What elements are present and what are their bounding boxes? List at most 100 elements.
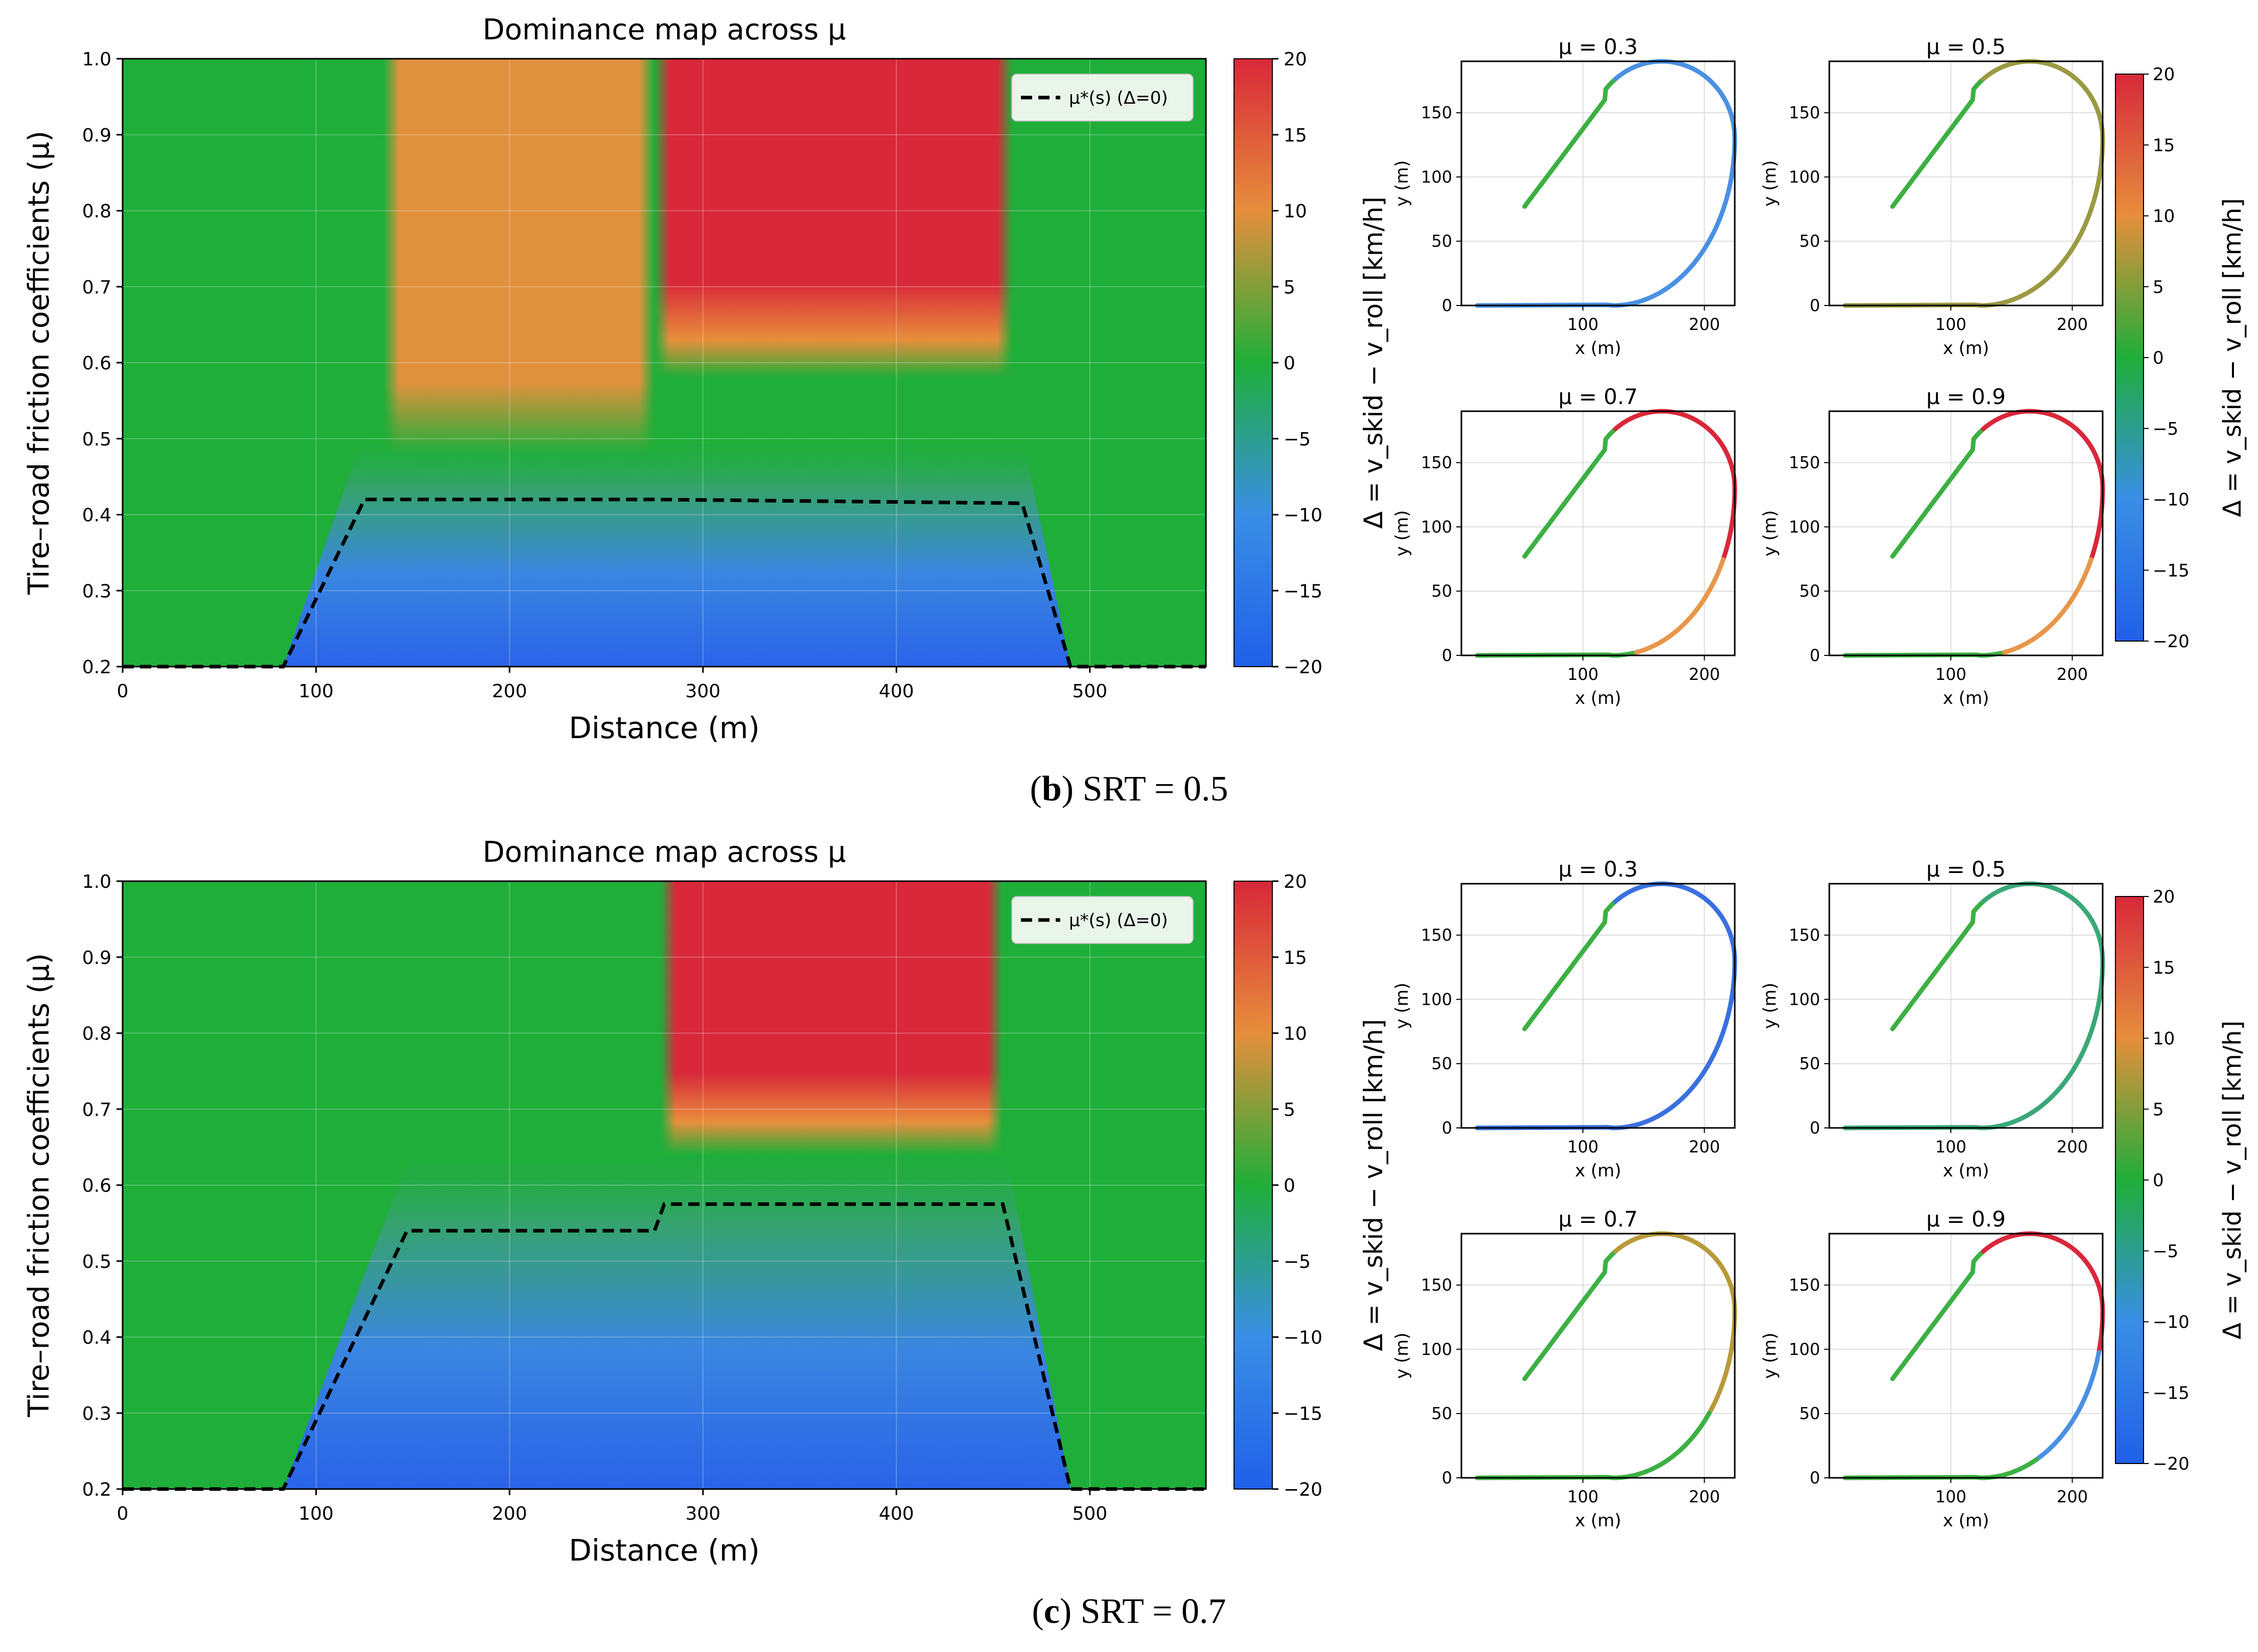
x-tick-label: 200 bbox=[492, 681, 527, 702]
colorbar-tick-label: 5 bbox=[1284, 1099, 1295, 1120]
caption-b: (b) SRT = 0.5 bbox=[1030, 769, 1228, 809]
x-tick-label: 100 bbox=[1567, 1137, 1598, 1157]
trajectory-segment bbox=[1522, 899, 1618, 1031]
trajectory-colorbar-group: 20 15 10 5 0 −5 −10 −15 −20 Δ = v_skid − v_roll [… bbox=[2115, 64, 2247, 652]
y-tick-label: 150 bbox=[1789, 103, 1820, 123]
x-tick-label: 100 bbox=[1935, 665, 1966, 684]
trajectory-colorbar-group: 20 15 10 5 0 −5 −10 −15 −20 Δ = v_skid − v_roll [… bbox=[2115, 887, 2247, 1474]
x-tick-label: 100 bbox=[1567, 1487, 1598, 1506]
y-axis-label: y (m) bbox=[1760, 1333, 1780, 1379]
subplot-background bbox=[1461, 61, 1735, 305]
y-tick-label: 0.4 bbox=[82, 1328, 111, 1349]
trajectory-subplot: 100 200 0 50 100 150 μ = 0.9 x (m) y (m) bbox=[1760, 1207, 2105, 1531]
x-tick-label: 300 bbox=[685, 1503, 720, 1524]
heatmap-b: 0 100 200 300 400 5000.20.30.40.50.60.70.80.9… bbox=[22, 13, 1388, 745]
y-tick-label: 150 bbox=[1421, 1276, 1452, 1295]
region-edge-fade bbox=[987, 881, 1003, 1155]
colorbar-tick-label: −10 bbox=[1284, 1328, 1322, 1349]
x-tick-label: 200 bbox=[1689, 1137, 1720, 1157]
threshold-curve bbox=[123, 1202, 1206, 1491]
colorbar-tick-label: −15 bbox=[2153, 1383, 2190, 1403]
subplot-background bbox=[1829, 884, 2103, 1128]
trajectory-segment bbox=[1890, 899, 1986, 1031]
colorbar-tick-label: 10 bbox=[2153, 1029, 2175, 1049]
x-tick-label: 100 bbox=[1567, 315, 1598, 334]
y-tick-label: 50 bbox=[1431, 1054, 1452, 1073]
y-tick-label: 150 bbox=[1421, 103, 1452, 123]
y-tick-label: 150 bbox=[1789, 1276, 1820, 1295]
y-tick-label: 100 bbox=[1789, 989, 1820, 1009]
caption-text: SRT = 0.7 bbox=[1080, 1592, 1226, 1631]
x-tick-label: 100 bbox=[1935, 1487, 1966, 1506]
colorbar-tick-label: −10 bbox=[2153, 1312, 2190, 1333]
positive-delta-region bbox=[384, 59, 655, 454]
heatmap-title: Dominance map across μ bbox=[483, 836, 846, 869]
colorbar-tick-label: 0 bbox=[2153, 1170, 2164, 1191]
colorbar-tick-label: −20 bbox=[1284, 657, 1322, 678]
colorbar-tick-label: 0 bbox=[1284, 1175, 1295, 1196]
colorbar-tick-label: −5 bbox=[1284, 429, 1311, 450]
legend-label: μ*(s) (Δ=0) bbox=[1069, 910, 1168, 931]
colorbar-tick-label: 20 bbox=[2153, 887, 2175, 907]
colorbar bbox=[1233, 881, 1273, 1490]
x-tick-label: 200 bbox=[2057, 1137, 2088, 1157]
trajectory-colorbar bbox=[2115, 74, 2144, 642]
y-tick-label: 1.0 bbox=[82, 49, 111, 70]
trajectory-segment bbox=[1890, 77, 1986, 209]
y-tick-label: 150 bbox=[1421, 926, 1452, 945]
subplot-frame bbox=[1460, 883, 1736, 1129]
subplot-title: μ = 0.5 bbox=[1926, 34, 2006, 59]
colorbar-tick-label: 5 bbox=[2153, 277, 2164, 297]
x-tick-label: 200 bbox=[2057, 1487, 2088, 1506]
colorbar-tick-label: −5 bbox=[2153, 1241, 2178, 1262]
y-tick-label: 100 bbox=[1421, 989, 1452, 1009]
region-edge-fade bbox=[384, 59, 400, 454]
y-tick-label: 0.9 bbox=[82, 948, 111, 969]
colorbar-tick-label: 15 bbox=[1284, 125, 1307, 146]
subplot-background bbox=[1461, 884, 1735, 1128]
x-tick-label: 200 bbox=[492, 1503, 527, 1524]
y-tick-label: 0.2 bbox=[82, 657, 111, 678]
y-tick-label: 50 bbox=[1431, 1404, 1452, 1423]
colorbar-tick-label: 15 bbox=[2153, 135, 2175, 156]
y-tick-label: 100 bbox=[1421, 517, 1452, 536]
trajectory-colorbar bbox=[2115, 896, 2144, 1464]
trajectory-segment bbox=[1890, 1249, 1986, 1381]
x-tick-label: 0 bbox=[117, 681, 129, 702]
legend-label: μ*(s) (Δ=0) bbox=[1069, 88, 1168, 108]
colorbar-tick-label: 15 bbox=[1284, 948, 1307, 969]
subplot-title: μ = 0.3 bbox=[1558, 857, 1638, 882]
y-tick-label: 50 bbox=[1799, 231, 1820, 251]
subplot-background bbox=[1829, 411, 2103, 655]
x-tick-label: 200 bbox=[1689, 1487, 1720, 1506]
colorbar-tick-label: −20 bbox=[2153, 631, 2190, 652]
x-tick-label: 100 bbox=[1935, 1137, 1966, 1157]
x-tick-label: 500 bbox=[1072, 1503, 1107, 1524]
trajectory-segment bbox=[1997, 557, 2093, 656]
y-tick-label: 0 bbox=[1810, 296, 1820, 315]
y-tick-label: 150 bbox=[1789, 926, 1820, 945]
x-tick-label: 400 bbox=[879, 681, 914, 702]
y-tick-label: 0 bbox=[1442, 646, 1452, 665]
region-edge-fade bbox=[997, 59, 1013, 378]
y-tick-label: 0 bbox=[1442, 1468, 1452, 1488]
negative-delta-region bbox=[123, 1136, 1206, 1489]
y-tick-label: 100 bbox=[1421, 167, 1452, 186]
x-tick-label: 200 bbox=[2057, 665, 2088, 684]
positive-delta-region bbox=[655, 59, 1013, 378]
subplot-title: μ = 0.9 bbox=[1926, 384, 2006, 409]
trajectory-segment bbox=[1890, 427, 1986, 559]
subplot-frame bbox=[1828, 60, 2104, 306]
x-tick-label: 500 bbox=[1072, 681, 1107, 702]
colorbar-tick-label: 5 bbox=[1284, 277, 1295, 298]
colorbar-tick-label: 5 bbox=[2153, 1099, 2164, 1120]
y-tick-label: 100 bbox=[1789, 167, 1820, 186]
colorbar-tick-label: 15 bbox=[2153, 958, 2175, 978]
y-tick-label: 0.6 bbox=[82, 353, 111, 374]
y-tick-label: 0.3 bbox=[82, 581, 111, 602]
y-tick-label: 100 bbox=[1421, 1339, 1452, 1359]
x-axis-label: x (m) bbox=[1943, 338, 1989, 359]
subplot-title: μ = 0.7 bbox=[1558, 1207, 1638, 1232]
colorbar-tick-label: 20 bbox=[1284, 871, 1307, 892]
